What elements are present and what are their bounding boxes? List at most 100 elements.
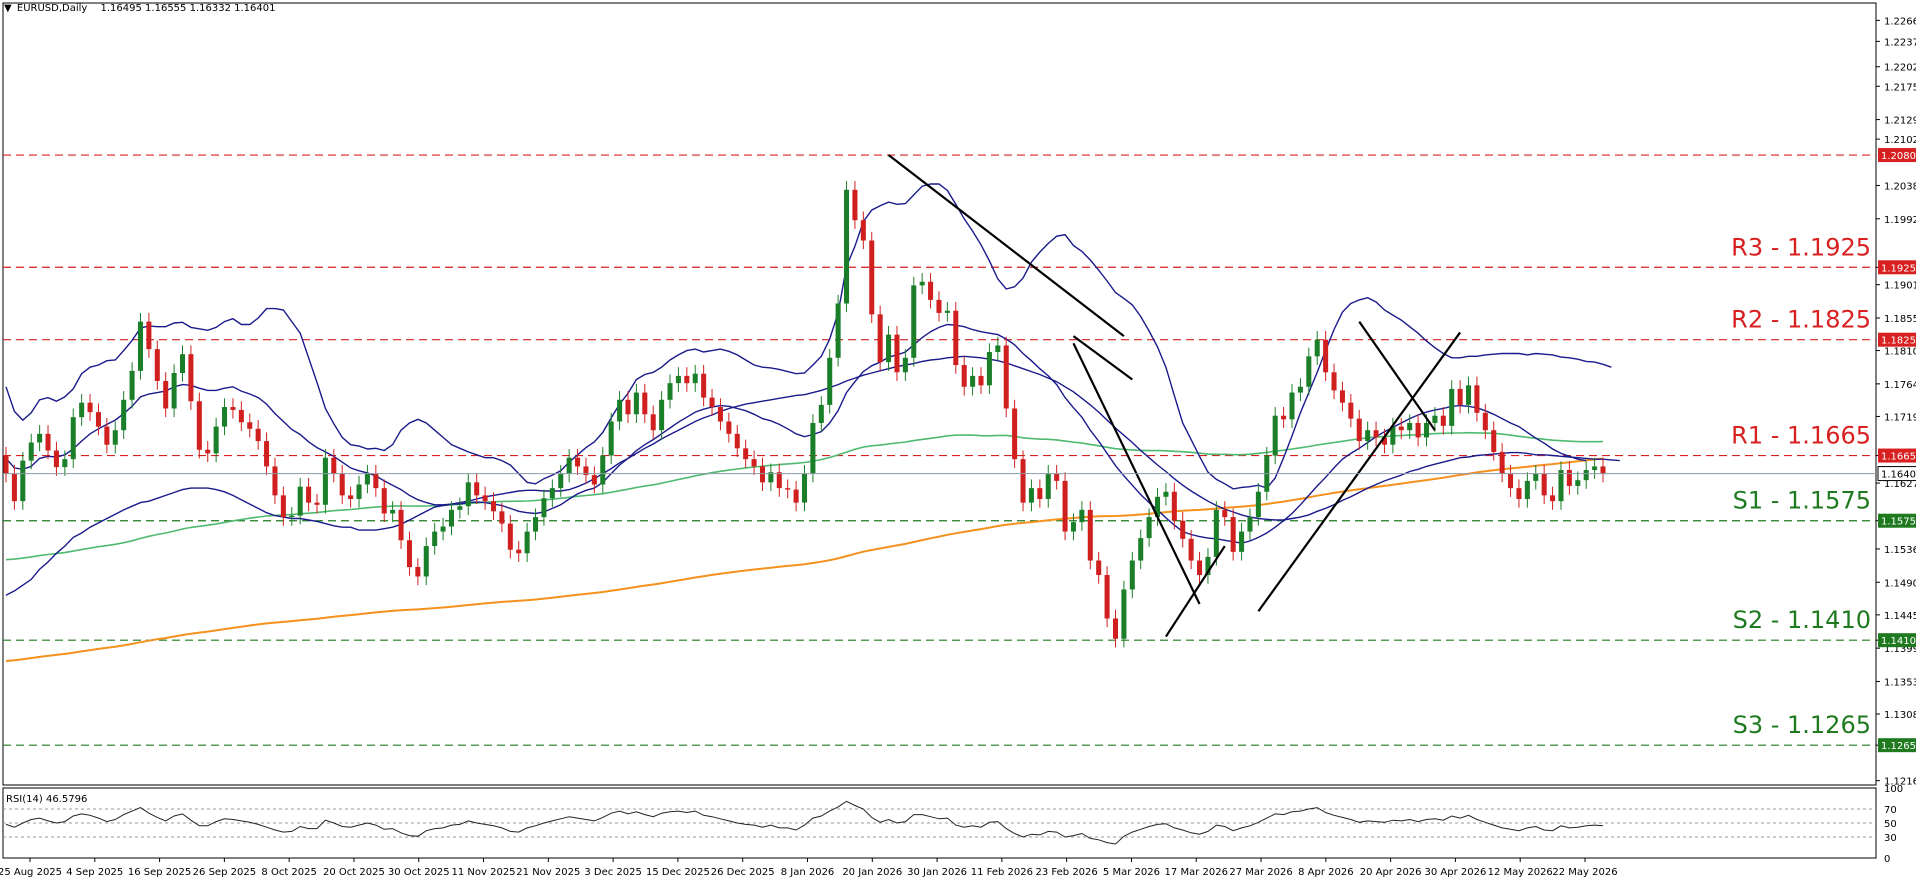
candle bbox=[768, 463, 774, 492]
candle bbox=[995, 336, 1001, 361]
symbol-label: EURUSD,Daily bbox=[16, 3, 88, 14]
candle bbox=[297, 477, 303, 525]
candle bbox=[415, 558, 421, 586]
candle bbox=[1230, 508, 1236, 561]
y-tick-label: 1.18550 bbox=[1884, 314, 1916, 325]
rsi-header: RSI(14) 46.5796 bbox=[6, 794, 88, 805]
candle bbox=[709, 388, 715, 416]
candle bbox=[734, 425, 740, 457]
candle bbox=[1592, 457, 1598, 479]
bollinger-upper-band bbox=[5, 183, 1612, 490]
candle bbox=[759, 457, 765, 492]
candle bbox=[1365, 421, 1371, 450]
candle bbox=[1474, 376, 1480, 422]
candle bbox=[869, 231, 875, 324]
candle bbox=[390, 501, 396, 523]
candle bbox=[549, 479, 555, 507]
y-tick-label: 1.17640 bbox=[1884, 380, 1916, 391]
y-tick-label: 1.21750 bbox=[1884, 82, 1916, 93]
candle bbox=[314, 493, 320, 514]
chart-header: ▼ EURUSD,Daily 1.16495 1.16555 1.16332 1… bbox=[4, 3, 275, 14]
candle bbox=[247, 413, 253, 438]
candle bbox=[625, 391, 631, 423]
candle bbox=[188, 345, 194, 410]
candle bbox=[87, 394, 93, 421]
candle bbox=[524, 522, 530, 562]
candle bbox=[1516, 479, 1522, 508]
rsi-tick-label: 70 bbox=[1884, 805, 1897, 816]
candle bbox=[1054, 464, 1060, 490]
candle bbox=[1432, 407, 1438, 432]
candle bbox=[1239, 522, 1245, 561]
candle bbox=[322, 449, 328, 514]
candle bbox=[146, 312, 152, 358]
candle bbox=[827, 349, 833, 414]
rsi-line bbox=[5, 800, 1604, 845]
candle bbox=[1112, 609, 1119, 648]
candle bbox=[381, 479, 387, 523]
x-tick-label: 16 Sep 2025 bbox=[128, 867, 191, 878]
candle bbox=[406, 531, 412, 576]
candle bbox=[970, 367, 976, 396]
candle bbox=[137, 312, 144, 380]
rsi-tick-label: 50 bbox=[1884, 819, 1897, 830]
collapse-triangle-icon[interactable]: ▼ bbox=[4, 3, 12, 14]
candle bbox=[928, 273, 934, 309]
x-tick-label: 26 Sep 2025 bbox=[193, 867, 256, 878]
ma-green-line bbox=[5, 431, 1604, 561]
candle bbox=[20, 451, 26, 510]
candle bbox=[743, 439, 749, 468]
candle bbox=[1449, 380, 1455, 435]
candle bbox=[1096, 551, 1102, 584]
candle bbox=[348, 486, 354, 508]
candle bbox=[3, 446, 9, 483]
candle bbox=[642, 383, 648, 423]
candle bbox=[533, 508, 539, 541]
candle bbox=[978, 367, 984, 394]
candle bbox=[801, 464, 808, 512]
x-tick-label: 11 Feb 2026 bbox=[971, 867, 1033, 878]
candle bbox=[364, 464, 370, 494]
y-tick-label: 1.22660 bbox=[1884, 16, 1916, 27]
rsi-tick-label: 100 bbox=[1884, 784, 1903, 795]
level-tag-text: 1.19250 bbox=[1881, 263, 1916, 274]
y-tick-label: 1.13990 bbox=[1884, 644, 1916, 655]
candle bbox=[1037, 479, 1043, 508]
candle bbox=[53, 441, 59, 476]
candle bbox=[1213, 501, 1219, 566]
candle bbox=[1457, 380, 1463, 414]
x-tick-label: 11 Nov 2025 bbox=[452, 867, 516, 878]
y-tick-label: 1.16270 bbox=[1884, 479, 1916, 490]
level-tag-text: 1.18250 bbox=[1881, 336, 1916, 347]
resistance-label: R2 - 1.1825 bbox=[1731, 306, 1871, 334]
candle bbox=[902, 349, 908, 381]
candle bbox=[1272, 407, 1278, 465]
candle bbox=[163, 372, 169, 418]
candle bbox=[1163, 483, 1169, 506]
candle bbox=[818, 396, 824, 432]
trendline bbox=[1072, 335, 1133, 381]
rsi-tick-label: 0 bbox=[1884, 854, 1890, 865]
candle bbox=[633, 383, 639, 423]
candle bbox=[289, 506, 295, 526]
x-tick-label: 20 Apr 2026 bbox=[1360, 867, 1422, 878]
x-tick-label: 30 Apr 2026 bbox=[1424, 867, 1486, 878]
candle bbox=[944, 302, 950, 322]
candle bbox=[474, 473, 480, 505]
candle bbox=[432, 522, 438, 555]
x-tick-label: 4 Sep 2025 bbox=[66, 867, 123, 878]
candle bbox=[104, 417, 110, 454]
candle bbox=[373, 464, 379, 497]
candle bbox=[230, 398, 236, 419]
resistance-label: R1 - 1.1665 bbox=[1731, 422, 1871, 450]
candle bbox=[1045, 464, 1051, 508]
price-panel-frame bbox=[2, 2, 1877, 786]
trendline bbox=[1257, 331, 1462, 612]
candle bbox=[1356, 409, 1362, 450]
y-tick-label: 1.14900 bbox=[1884, 578, 1916, 589]
candle bbox=[70, 408, 76, 468]
candle bbox=[1491, 421, 1497, 461]
resistance-line-tag: 1.16650 bbox=[1878, 448, 1916, 463]
level-tag-text: 1.12650 bbox=[1881, 741, 1916, 752]
